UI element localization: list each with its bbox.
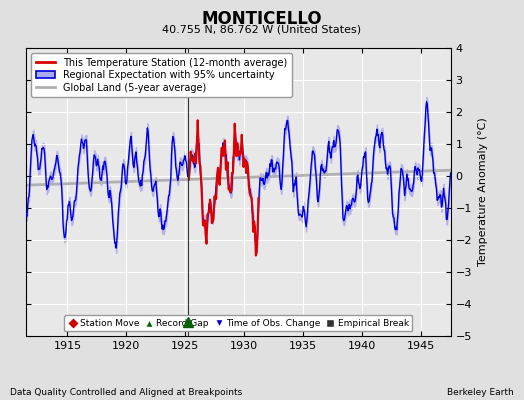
Text: 40.755 N, 86.762 W (United States): 40.755 N, 86.762 W (United States) [162, 25, 362, 35]
Text: Berkeley Earth: Berkeley Earth [447, 388, 514, 397]
Text: MONTICELLO: MONTICELLO [202, 10, 322, 28]
Y-axis label: Temperature Anomaly (°C): Temperature Anomaly (°C) [477, 118, 487, 266]
Legend: Station Move, Record Gap, Time of Obs. Change, Empirical Break: Station Move, Record Gap, Time of Obs. C… [64, 315, 412, 332]
Text: Data Quality Controlled and Aligned at Breakpoints: Data Quality Controlled and Aligned at B… [10, 388, 243, 397]
